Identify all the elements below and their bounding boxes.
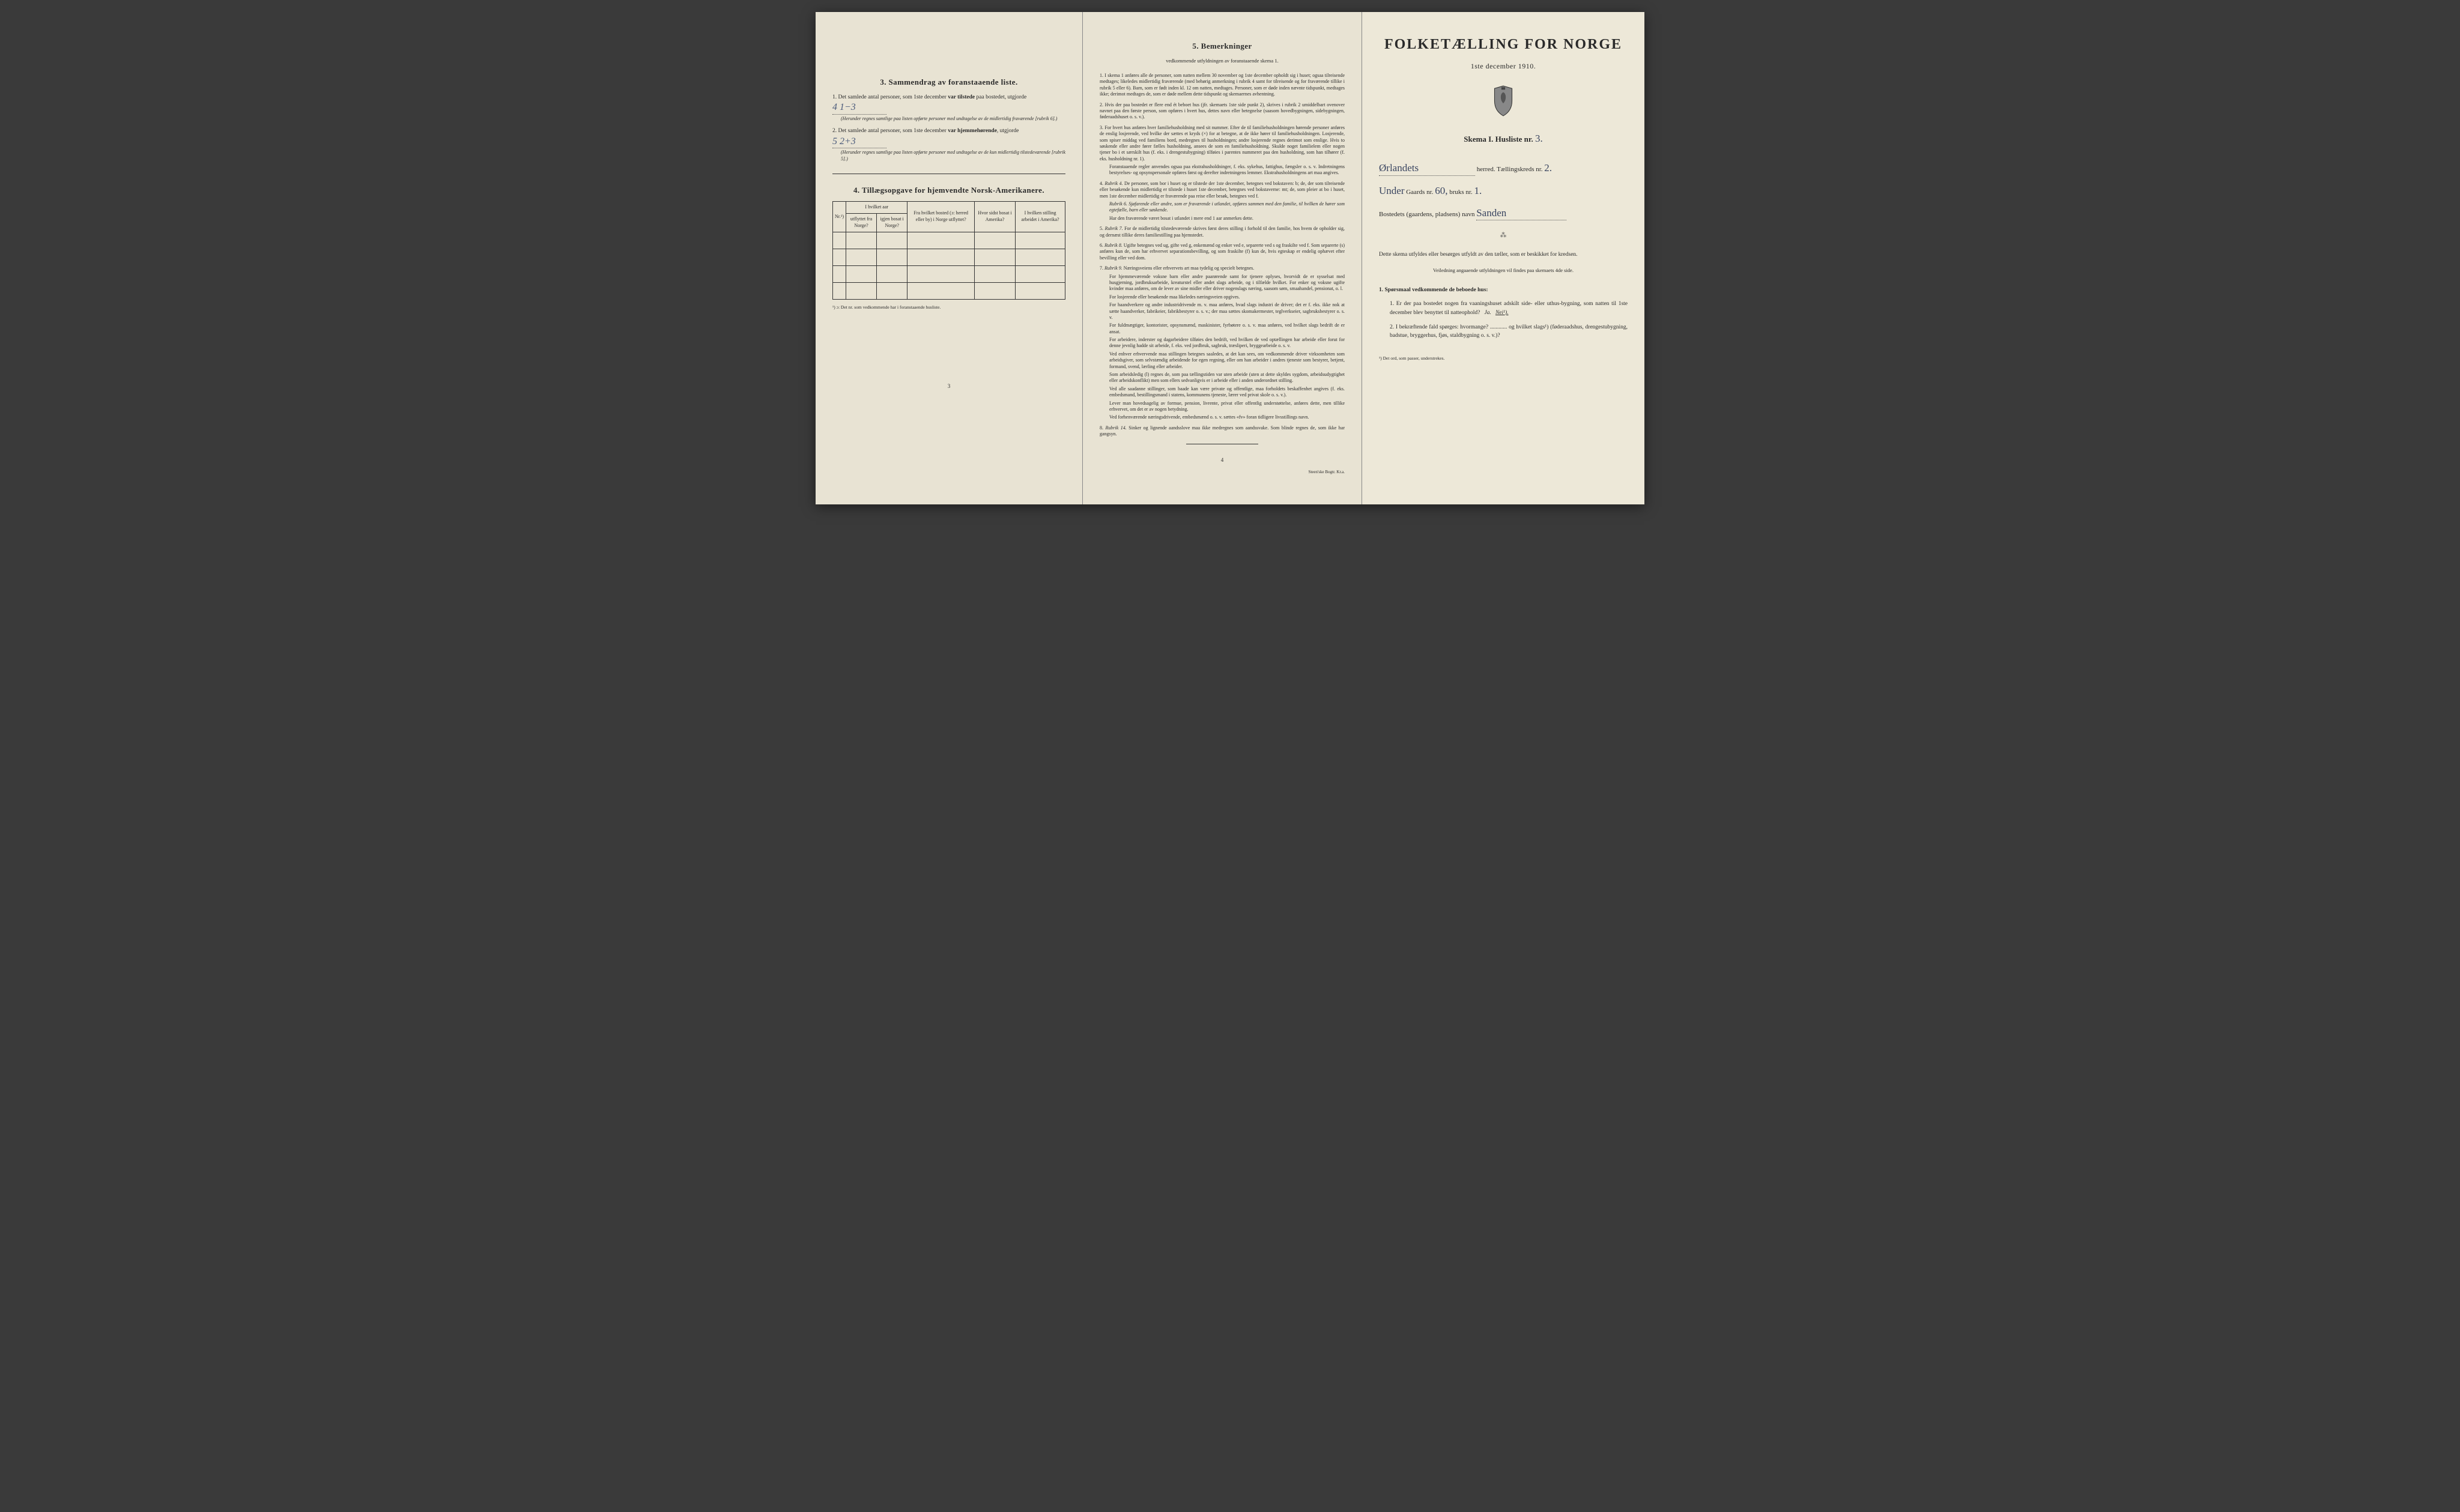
th-aar: I hvilket aar [846, 202, 907, 214]
page-middle: 5. Bemerkninger vedkommende utfyldningen… [1083, 12, 1362, 504]
th-nr: Nr.¹) [833, 202, 846, 232]
remarks-list: 1. I skema 1 anføres alle de personer, s… [1100, 73, 1345, 438]
table-row [833, 265, 1065, 282]
section4-footnote: ¹) ɔ: Det nr. som vedkommende har i fora… [832, 304, 1065, 310]
th-amerika: Hvor sidst bosat i Amerika? [974, 202, 1015, 232]
remark-1: 1. I skema 1 anføres alle de personer, s… [1100, 73, 1345, 98]
ornament-icon: ⁂ [1379, 231, 1628, 240]
q-title: 1. Spørsmaal vedkommende de beboede hus: [1379, 286, 1628, 294]
gaards-nr: 60, [1435, 184, 1447, 198]
page-number-4: 4 [1100, 456, 1345, 464]
item1-bold: var tilstede [948, 94, 975, 100]
table-row [833, 232, 1065, 249]
item1-post: paa bostedet, utgjorde [977, 94, 1027, 100]
q1: 1. Er der paa bostedet nogen fra vaaning… [1390, 300, 1628, 317]
remark-5: 5. Rubrik 7. For de midlertidig tilstede… [1100, 226, 1345, 238]
under-value: Under [1379, 184, 1404, 198]
th-utflyttet: utflyttet fra Norge? [846, 214, 877, 232]
remark-3: 3. For hvert hus anføres hver familiehus… [1100, 125, 1345, 177]
item1-value: 4 1−3 [832, 102, 856, 112]
herred-line: Ørlandets herred. Tællingskreds nr. 2. [1379, 162, 1628, 176]
table-row [833, 249, 1065, 265]
page-left: 3. Sammendrag av foranstaaende liste. 1.… [816, 12, 1083, 504]
remark-7i: Lever man hovedsagelig av formue, pensio… [1109, 401, 1345, 413]
coat-of-arms-icon [1379, 85, 1628, 119]
table-row [833, 282, 1065, 299]
item2-bold: var hjemmehørende [948, 128, 997, 134]
main-date: 1ste december 1910. [1379, 61, 1628, 71]
remark-6: 6. Rubrik 8. Ugifte betegnes ved ug, gif… [1100, 243, 1345, 261]
item2-note: (Herunder regnes samtlige paa listen opf… [841, 150, 1065, 163]
remark-2: 2. Hvis der paa bostedet er flere end ét… [1100, 102, 1345, 121]
th-igjen: igjen bosat i Norge? [876, 214, 907, 232]
bosted-line: Bostedets (gaardens, pladsens) navn Sand… [1379, 207, 1628, 221]
remark-7e: For arbeidere, inderster og dagarbeidere… [1109, 337, 1345, 349]
item2-post: , utgjorde [997, 128, 1019, 134]
document-spread: 3. Sammendrag av foranstaaende liste. 1.… [816, 12, 1644, 504]
remark-7b: For losjerende eller besøkende maa likel… [1109, 294, 1345, 300]
remark-7j: Ved forhenværende næringsdrivende, embed… [1109, 414, 1345, 420]
q1-ja: Ja. [1485, 310, 1491, 316]
page-right: FOLKETÆLLING FOR NORGE 1ste december 191… [1362, 12, 1644, 504]
page-number-3: 3 [832, 383, 1065, 390]
section4-table: Nr.¹) I hvilket aar Fra hvilket bosted (… [832, 201, 1065, 299]
instruction-text: Dette skema utfyldes eller besørges utfy… [1379, 251, 1628, 259]
printer-credit: Steen'ske Bogtr. Kr.a. [1100, 470, 1345, 475]
remark-4: 4. Rubrik 4. De personer, som bor i huse… [1100, 181, 1345, 222]
remark-7a: For hjemmeværende voksne barn eller andr… [1109, 274, 1345, 292]
section3-title: 3. Sammendrag av foranstaaende liste. [832, 77, 1065, 88]
instruction-sub: Veiledning angaaende utfyldningen vil fi… [1379, 267, 1628, 274]
item1-note: (Herunder regnes samtlige paa listen opf… [841, 116, 1065, 122]
section3-item1: 1. Det samlede antal personer, som 1ste … [832, 94, 1065, 122]
main-title: FOLKETÆLLING FOR NORGE [1379, 35, 1628, 54]
section5-title: 5. Bemerkninger [1100, 41, 1345, 52]
skema-line: Skema I. Husliste nr. 3. [1379, 132, 1628, 146]
remark-7c: For haandverkere og andre industridriven… [1109, 302, 1345, 321]
remark-7g: Som arbeidsledig (l) regnes de, som paa … [1109, 372, 1345, 384]
remark-4-sub-a: Rubrik 6. Sjøfarende eller andre, som er… [1109, 201, 1345, 214]
item2-pre: 2. Det samlede antal personer, som 1ste … [832, 128, 947, 134]
th-bosted: Fra hvilket bosted (ɔ: herred eller by) … [907, 202, 975, 232]
section3-item2: 2. Det samlede antal personer, som 1ste … [832, 127, 1065, 163]
bruks-nr: 1. [1474, 184, 1482, 198]
section5-subtitle: vedkommende utfyldningen av foranstaaend… [1100, 58, 1345, 64]
gaards-line: Under Gaards nr. 60, bruks nr. 1. [1379, 184, 1628, 198]
section4-title: 4. Tillægsopgave for hjemvendte Norsk-Am… [832, 185, 1065, 196]
remark-3-sub: Foranstaaende regler anvendes ogsaa paa … [1109, 164, 1345, 177]
husliste-nr: 3. [1535, 132, 1543, 146]
q2: 2. I bekræftende fald spørges: hvormange… [1390, 323, 1628, 340]
remark-4-sub-b: Har den fraværende været bosat i utlande… [1109, 216, 1345, 222]
item2-value: 5 2+3 [832, 136, 856, 147]
remark-7f: Ved enhver erhvervende maa stillingen be… [1109, 351, 1345, 370]
bosted-value: Sanden [1476, 207, 1506, 220]
remark-7: 7. Rubrik 9. Næringsveiens eller erhverv… [1100, 265, 1345, 421]
th-stilling: I hvilken stilling arbeidet i Amerika? [1016, 202, 1065, 232]
page3-footnote: ¹) Det ord, som passer, understrekes. [1379, 355, 1628, 361]
remark-7h: Ved alle saadanne stillinger, som baade … [1109, 386, 1345, 399]
q1-nei: Nei¹). [1495, 310, 1509, 316]
item1-pre: 1. Det samlede antal personer, som 1ste … [832, 94, 947, 100]
herred-value: Ørlandets [1379, 162, 1419, 175]
kreds-nr: 2. [1544, 162, 1552, 175]
questions-section: 1. Spørsmaal vedkommende de beboede hus:… [1379, 286, 1628, 340]
remark-7d: For fuldmægtiger, kontorister, opsynsmæn… [1109, 322, 1345, 335]
remark-8: 8. Rubrik 14. Sinker og lignende aandssl… [1100, 425, 1345, 438]
